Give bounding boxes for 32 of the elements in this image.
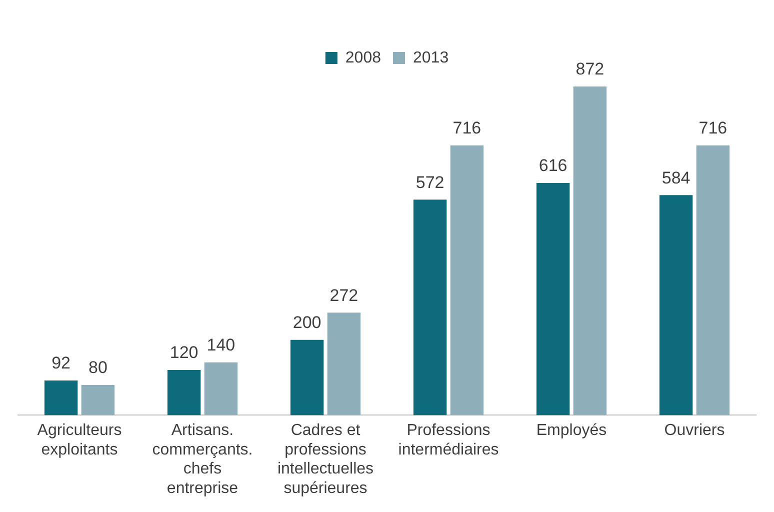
data-label: 616 <box>538 156 568 176</box>
bar <box>659 195 693 416</box>
bar <box>450 145 484 416</box>
data-label: 716 <box>698 118 728 138</box>
bar <box>413 200 447 416</box>
x-tick-label: Agriculteurs exploitants <box>37 422 122 458</box>
bar <box>167 370 201 416</box>
data-label: 80 <box>88 358 108 378</box>
legend-label: 2008 <box>345 49 382 66</box>
bar <box>204 362 238 416</box>
x-tick-label: Professions intermédiaires <box>398 422 499 458</box>
x-tick-label: Employés <box>536 422 607 440</box>
x-tick-label: Ouvriers <box>664 422 725 440</box>
x-tick-label: Cadres et professions intellectuelles supérieures <box>277 422 374 497</box>
data-label: 872 <box>576 60 604 79</box>
bar <box>573 86 607 416</box>
data-label: 120 <box>170 343 198 362</box>
bar <box>81 385 115 416</box>
legend-label: 2013 <box>413 49 449 66</box>
data-label: 200 <box>292 313 322 332</box>
data-label: 716 <box>452 118 482 138</box>
data-label: 584 <box>662 168 690 188</box>
data-label: 140 <box>206 336 236 355</box>
bar <box>290 340 324 416</box>
bar <box>327 312 361 416</box>
data-label: 92 <box>52 354 71 373</box>
bar <box>536 183 570 416</box>
data-label: 572 <box>416 172 444 192</box>
bar <box>696 145 730 416</box>
data-label: 272 <box>330 286 358 305</box>
x-tick-label: Artisans. commerçants. chefs entreprise <box>152 422 253 497</box>
bar <box>44 380 78 416</box>
